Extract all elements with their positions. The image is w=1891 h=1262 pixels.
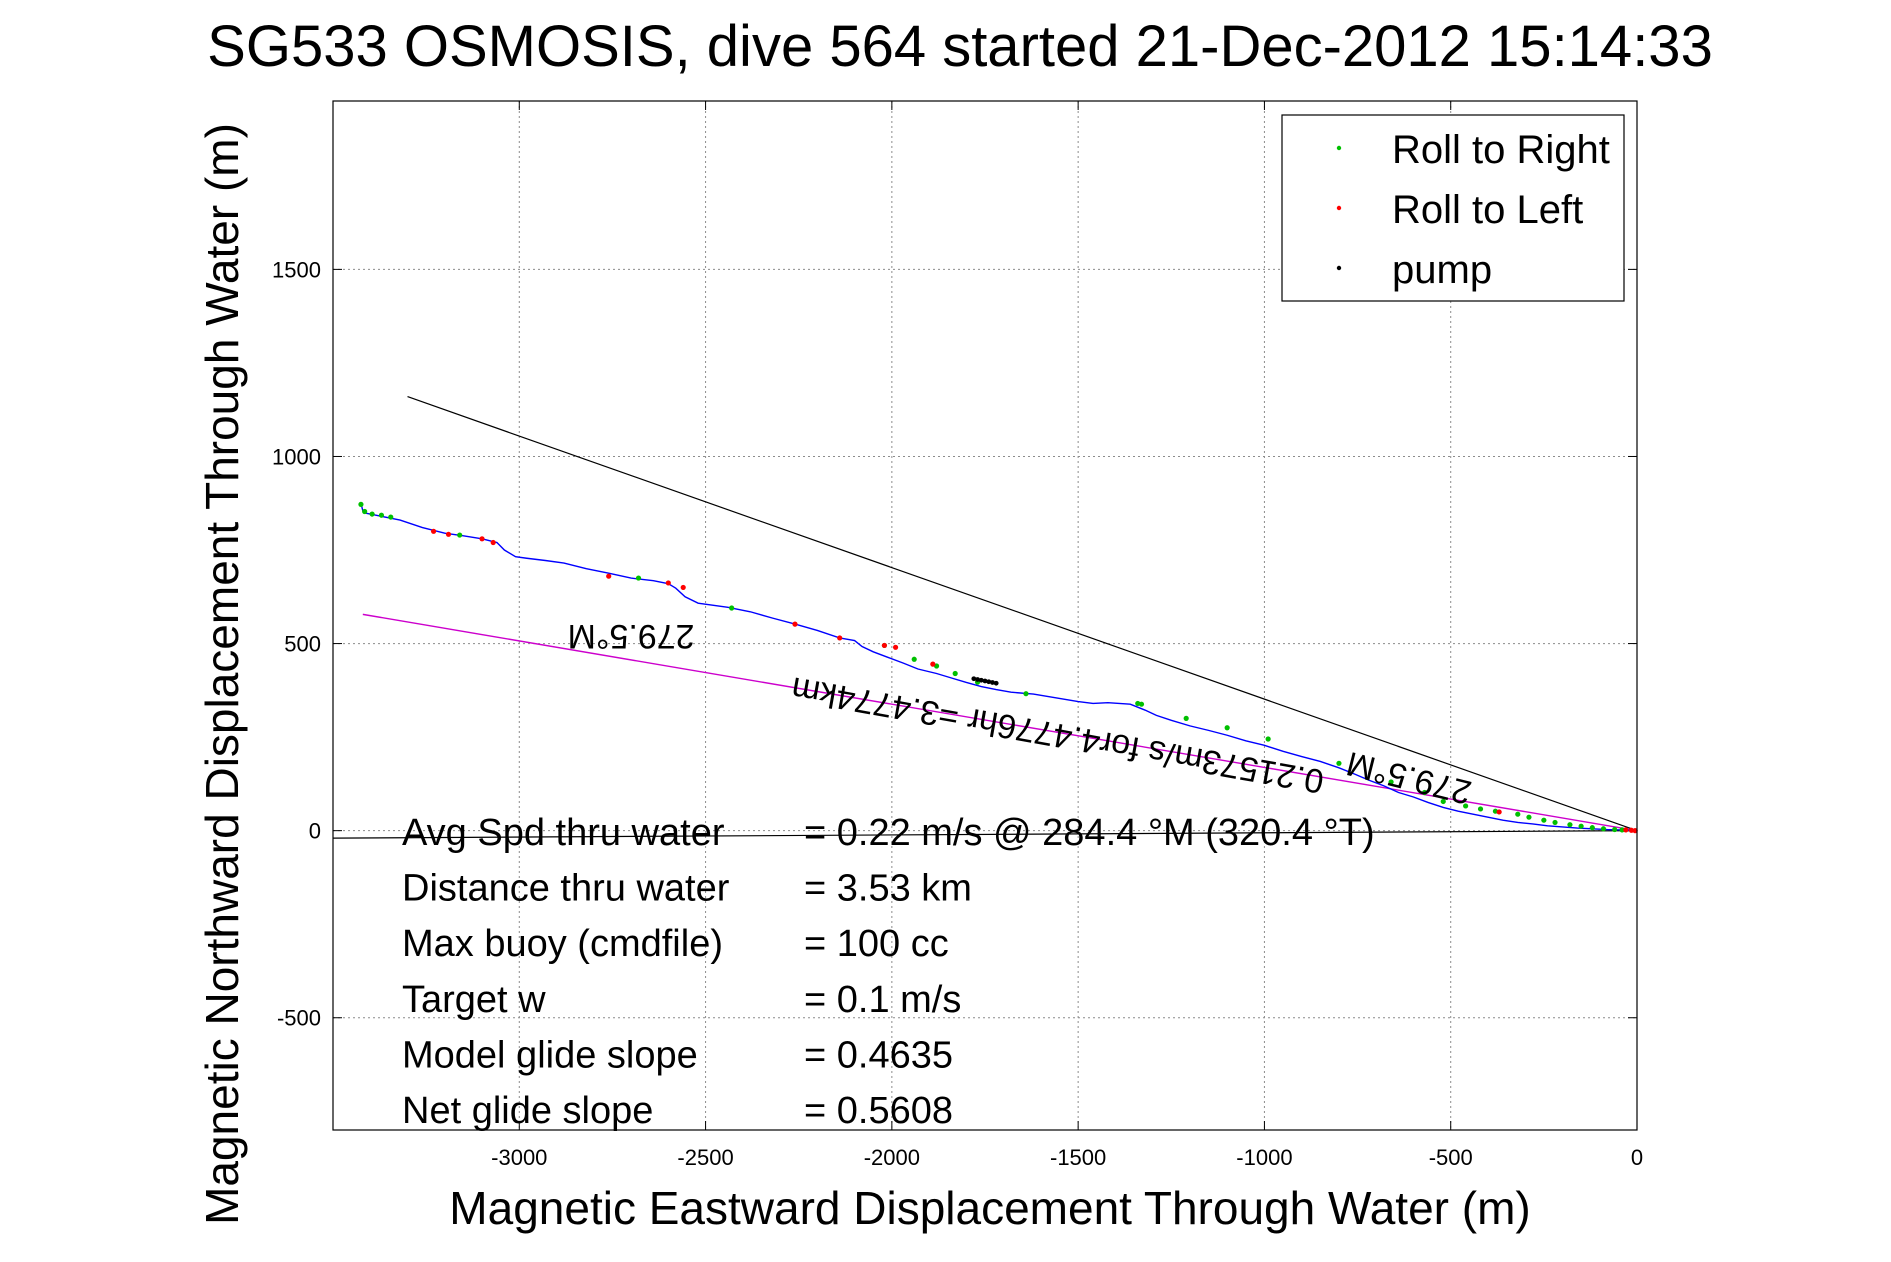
stats-value: = 0.4635 [804,1034,953,1076]
pump-point [975,677,980,682]
dive-track-line [360,503,1638,832]
roll-right-point [1138,701,1145,707]
plot-area: -3000 -2500 -2000 -1500 -1000 -500 0 -500 0 500 10… [272,100,1643,1170]
x-tick-label: -2000 [864,1145,920,1170]
pump-point [993,680,999,686]
x-tick-label: -1000 [1236,1145,1292,1170]
roll-left-point [930,661,936,667]
roll-left-point [792,621,798,627]
roll-right-point [729,605,735,611]
roll-right-point [952,670,958,677]
y-tick-label: 1500 [272,257,321,282]
x-tick-label: -3000 [491,1145,547,1170]
roll-left-point [892,644,899,650]
roll-right-point [1023,691,1029,697]
roll-right-point [457,532,463,538]
roll-left-point [430,528,437,534]
pump-point [982,678,988,684]
roll-right-point [1224,725,1230,731]
roll-right-point [1265,736,1271,742]
roll-right-point [1612,826,1618,833]
y-tick-label: 0 [309,819,321,844]
stats-label: Net glide slope [402,1090,653,1132]
roll-right-point [1541,817,1547,823]
roll-right-point [1477,806,1484,812]
roll-left-point [680,584,686,591]
roll-right-point [1589,825,1595,831]
roll-left-point [881,642,888,649]
roll-right-point [388,514,394,520]
roll-left-point [606,573,612,579]
chart-title: SG533 OSMOSIS, dive 564 started 21-Dec-2… [207,14,1713,79]
roll-right-point [1463,803,1469,809]
roll-right-point [635,575,642,581]
roll-right-point [1336,760,1342,766]
roll-left-point [479,536,485,542]
roll-right-point [358,501,364,507]
roll-right-point [1619,827,1625,833]
legend-marker [1336,205,1342,211]
roll-right-point [1578,823,1584,829]
roll-left-point [1623,827,1629,833]
roll-left-point [837,635,843,641]
legend-entry: Roll to Left [1392,188,1583,232]
legend: Roll to Right Roll to Left pump [1281,114,1625,302]
stats-value: = 0.22 m/s @ 284.4 °M (320.4 °T) [804,812,1375,854]
roll-left-point [445,531,452,537]
y-axis-label: Magnetic Northward Displacement Through … [196,123,248,1225]
plot-frame [332,100,1638,1131]
roll-right-point [1600,826,1607,832]
roll-left-point [490,539,496,546]
line-annotation: 279.5°M [568,617,695,655]
roll-right-point [1422,789,1428,796]
zero-reference-line [332,830,1638,839]
roll-left-point [1496,809,1502,815]
stats-label: Model glide slope [402,1034,698,1076]
x-axis-label: Magnetic Eastward Displacement Through W… [449,1182,1530,1234]
y-tick-label: 1000 [272,444,321,469]
x-tick-label: 0 [1631,1145,1643,1170]
roll-right-point [378,512,385,518]
x-tick-label: -1500 [1050,1145,1106,1170]
roll-right-point [1183,715,1189,722]
roll-right-point [911,656,917,662]
stats-value: = 3.53 km [804,868,972,910]
pump-point [986,679,992,685]
stats-label: Target w [402,979,546,1021]
roll-right-point [369,511,375,517]
stats-value: = 100 cc [804,923,949,965]
y-tick-label: -500 [277,1006,321,1031]
x-tick-label: -2500 [677,1145,733,1170]
legend-entry: Roll to Right [1392,128,1610,172]
pump-point [978,677,984,683]
roll-right-point [362,508,368,515]
legend-marker [1336,145,1342,151]
legend-marker [1336,265,1342,271]
heading-line [407,396,1638,832]
stats-label: Avg Spd thru water [402,812,725,854]
pump-point [990,680,995,685]
roll-right-point [1440,798,1446,805]
roll-left-point [665,580,671,586]
roll-right-point [1526,814,1532,820]
roll-right-point [1552,819,1558,826]
roll-right-point [1515,811,1521,817]
y-tick-label: 500 [284,632,321,657]
stats-value: = 0.5608 [804,1090,953,1132]
pump-point [971,676,977,682]
roll-right-point [1567,822,1573,828]
stats-label: Distance thru water [402,868,730,910]
roll-right-point [1388,779,1394,785]
stats-label: Max buoy (cmdfile) [402,923,723,965]
legend-entry: pump [1392,248,1492,292]
stats-value: = 0.1 m/s [804,979,961,1021]
x-tick-label: -500 [1429,1145,1473,1170]
